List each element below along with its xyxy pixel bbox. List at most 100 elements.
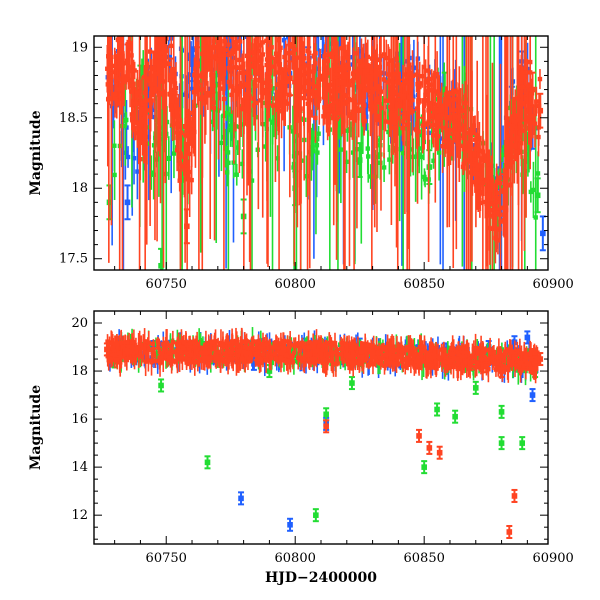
data-point xyxy=(158,382,164,389)
data-point xyxy=(147,49,153,54)
data-point xyxy=(176,134,181,140)
data-point xyxy=(131,133,136,138)
data-point xyxy=(525,83,530,89)
data-point xyxy=(133,130,138,136)
data-point xyxy=(518,97,523,103)
data-point xyxy=(485,192,492,199)
data-point xyxy=(268,83,273,88)
data-point xyxy=(195,29,199,33)
data-point xyxy=(384,55,389,61)
data-point xyxy=(205,93,211,98)
data-point xyxy=(191,47,196,53)
data-point xyxy=(328,82,333,88)
data-point xyxy=(222,344,227,350)
data-point xyxy=(433,110,438,115)
data-point xyxy=(311,81,316,87)
data-point xyxy=(450,127,455,133)
data-point xyxy=(475,133,480,138)
data-point xyxy=(428,113,433,118)
data-point xyxy=(266,92,272,97)
data-point xyxy=(263,87,268,93)
data-point xyxy=(111,105,116,110)
data-point xyxy=(142,90,148,95)
data-point xyxy=(129,53,134,58)
data-point xyxy=(233,351,238,357)
data-point xyxy=(410,73,416,79)
data-point xyxy=(410,97,415,103)
data-point xyxy=(244,53,250,59)
data-point xyxy=(149,170,154,175)
data-point xyxy=(236,343,241,349)
data-point xyxy=(160,40,165,46)
data-point xyxy=(307,50,312,56)
data-point xyxy=(487,208,493,213)
data-point xyxy=(219,140,224,146)
data-point xyxy=(460,164,466,170)
data-point xyxy=(360,99,365,105)
data-point xyxy=(150,87,156,92)
data-point xyxy=(490,226,495,232)
data-point xyxy=(287,42,293,47)
data-point xyxy=(144,98,150,103)
data-point xyxy=(475,178,481,184)
data-point xyxy=(132,68,137,73)
data-point xyxy=(287,521,293,528)
data-point xyxy=(266,69,273,76)
data-point xyxy=(338,79,345,86)
data-point xyxy=(121,74,127,79)
data-point xyxy=(162,39,168,44)
data-point xyxy=(155,59,161,65)
data-point xyxy=(133,101,138,107)
data-point xyxy=(377,64,382,70)
data-point xyxy=(283,65,288,70)
data-point xyxy=(112,91,118,97)
data-point xyxy=(337,67,342,73)
data-point xyxy=(440,143,445,149)
x-tick-label: 60800 xyxy=(275,277,316,292)
data-point xyxy=(200,341,206,346)
data-point xyxy=(230,30,234,34)
data-point xyxy=(138,359,143,364)
data-point xyxy=(272,352,277,357)
data-point xyxy=(117,87,122,92)
data-point xyxy=(305,79,311,86)
data-point xyxy=(537,107,544,114)
data-point xyxy=(449,145,455,151)
data-point xyxy=(519,100,526,107)
data-point xyxy=(256,58,261,63)
data-point xyxy=(529,120,534,125)
data-point xyxy=(134,90,140,95)
data-point xyxy=(275,107,280,113)
data-point xyxy=(215,59,221,64)
data-point xyxy=(326,112,332,117)
data-point xyxy=(472,385,479,391)
data-point xyxy=(400,93,407,100)
data-point xyxy=(489,177,494,182)
data-point xyxy=(157,44,162,49)
data-point xyxy=(340,85,345,90)
data-point xyxy=(387,157,392,162)
data-point xyxy=(440,353,446,359)
data-point xyxy=(446,96,451,102)
data-point xyxy=(116,37,121,43)
data-point xyxy=(191,123,196,128)
data-point xyxy=(423,80,428,85)
data-point xyxy=(354,51,359,56)
data-point xyxy=(427,76,432,82)
data-point xyxy=(279,108,284,114)
data-point xyxy=(490,201,496,207)
data-point xyxy=(485,354,490,359)
data-point xyxy=(334,55,339,60)
data-point xyxy=(314,36,319,38)
data-point xyxy=(135,169,140,174)
data-point xyxy=(313,512,319,518)
data-point xyxy=(431,122,436,128)
data-point xyxy=(526,145,532,151)
data-point xyxy=(137,122,144,128)
data-point xyxy=(158,90,163,96)
data-point xyxy=(379,118,385,124)
data-point xyxy=(324,39,330,45)
data-point xyxy=(273,70,278,75)
data-point xyxy=(350,150,356,155)
